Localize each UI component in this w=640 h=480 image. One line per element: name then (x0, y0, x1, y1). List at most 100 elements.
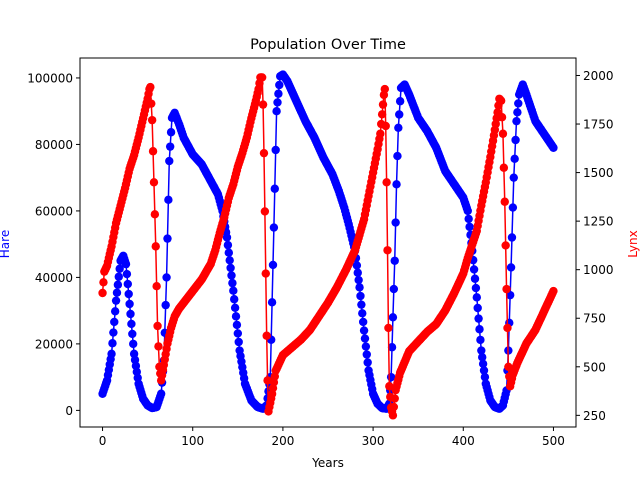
data-point-hare (232, 320, 242, 330)
y-left-tick-label: 100000 (27, 71, 73, 85)
data-point-hare (479, 366, 489, 375)
data-point-lynx (377, 110, 387, 119)
data-point-hare (271, 145, 280, 155)
y-right-tick-label: 1000 (583, 263, 614, 277)
data-point-hare (478, 359, 488, 369)
data-point-hare (463, 206, 472, 216)
data-point-lynx (496, 96, 506, 105)
data-point-lynx (497, 113, 507, 122)
data-point-lynx (262, 331, 271, 340)
data-point-lynx (382, 178, 391, 187)
data-point-lynx (154, 342, 163, 351)
data-point-lynx (258, 100, 268, 109)
y-right-tick-label: 500 (583, 360, 606, 374)
y-right-tick-label: 2000 (583, 69, 614, 83)
data-point-hare (363, 358, 372, 367)
data-point-hare (233, 329, 243, 338)
data-point-lynx (502, 284, 511, 294)
data-point-hare (393, 151, 402, 161)
data-point-lynx (388, 411, 398, 420)
y-right-tick-label: 250 (583, 409, 606, 423)
data-point-hare (475, 325, 484, 334)
data-point-lynx (147, 99, 156, 108)
data-point-hare (472, 293, 481, 302)
data-point-hare (126, 309, 135, 319)
data-point-hare (469, 265, 479, 274)
data-point-hare (224, 248, 233, 257)
data-point-lynx (378, 100, 388, 109)
y-axis-label-left: Hare (0, 230, 12, 258)
data-point-hare (111, 296, 121, 305)
y-left-tick-label: 40000 (35, 271, 73, 285)
data-point-hare (477, 346, 486, 355)
data-point-hare (514, 99, 523, 108)
data-point-hare (127, 319, 136, 329)
x-tick-label: 200 (271, 434, 294, 448)
data-point-hare (234, 337, 243, 347)
data-point-hare (165, 156, 174, 166)
data-point-hare (156, 389, 166, 398)
data-point-hare (128, 329, 137, 339)
data-point-hare (226, 263, 235, 273)
data-point-lynx (381, 121, 390, 131)
data-point-hare (511, 135, 520, 145)
data-point-hare (394, 123, 403, 133)
data-point-hare (471, 283, 481, 293)
data-point-lynx (503, 323, 512, 333)
x-tick-label: 500 (542, 434, 565, 448)
x-tick-label: 100 (181, 434, 204, 448)
data-point-lynx (260, 207, 270, 216)
data-point-hare (222, 233, 232, 242)
y-right-tick-label: 1500 (583, 166, 614, 180)
data-point-lynx (384, 323, 393, 333)
data-point-lynx (376, 129, 385, 138)
data-point-lynx (380, 84, 390, 94)
data-point-hare (122, 269, 132, 279)
data-point-lynx (98, 288, 107, 298)
data-point-hare (161, 300, 170, 310)
data-point-hare (549, 143, 558, 152)
series-hare (98, 70, 558, 413)
data-point-hare (108, 339, 117, 348)
x-tick-label: 400 (452, 434, 475, 448)
data-point-lynx (389, 402, 399, 412)
data-point-hare (113, 280, 123, 289)
data-point-hare (505, 290, 515, 300)
data-point-lynx (499, 163, 509, 172)
data-point-hare (512, 116, 521, 126)
data-point-hare (270, 184, 279, 193)
data-point-lynx (152, 282, 161, 291)
data-point-hare (395, 110, 404, 119)
data-point-hare (390, 256, 399, 265)
data-point-hare (395, 97, 405, 106)
data-point-hare (269, 223, 279, 232)
data-point-lynx (263, 376, 272, 385)
x-tick-label: 0 (99, 434, 107, 448)
data-point-hare (356, 291, 365, 301)
data-point-hare (121, 259, 131, 269)
data-point-hare (355, 283, 364, 292)
data-point-lynx (390, 394, 399, 403)
data-point-hare (352, 261, 362, 270)
y-right-tick-label: 750 (583, 312, 606, 326)
data-point-hare (228, 278, 237, 288)
data-point-hare (164, 195, 173, 205)
data-point-hare (361, 342, 371, 351)
y-axis-label-right: Lynx (626, 230, 640, 257)
data-point-hare (358, 309, 367, 318)
data-point-hare (388, 313, 398, 322)
data-point-hare (392, 180, 401, 189)
data-point-lynx (549, 286, 558, 296)
y-left-tick-label: 80000 (35, 138, 73, 152)
x-axis-label: Years (311, 456, 344, 470)
y-left-tick-label: 0 (65, 404, 73, 418)
data-point-lynx (99, 278, 108, 287)
data-point-hare (476, 335, 485, 345)
data-point-lynx (149, 178, 159, 187)
data-point-hare (513, 108, 522, 117)
data-point-hare (273, 98, 282, 107)
data-point-hare (163, 234, 172, 243)
data-point-lynx (153, 321, 162, 331)
